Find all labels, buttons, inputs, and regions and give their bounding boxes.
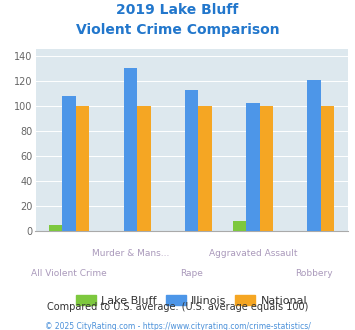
- Bar: [137, 106, 151, 231]
- Text: Murder & Mans...: Murder & Mans...: [92, 249, 169, 258]
- Text: Aggravated Assault: Aggravated Assault: [209, 249, 297, 258]
- Text: Robbery: Robbery: [295, 269, 333, 278]
- Legend: Lake Bluff, Illinois, National: Lake Bluff, Illinois, National: [71, 291, 312, 311]
- Text: 2019 Lake Bluff: 2019 Lake Bluff: [116, 3, 239, 17]
- Text: © 2025 CityRating.com - https://www.cityrating.com/crime-statistics/: © 2025 CityRating.com - https://www.city…: [45, 322, 310, 330]
- Bar: [321, 106, 334, 231]
- Bar: [124, 68, 137, 231]
- Bar: [49, 225, 62, 231]
- Bar: [76, 106, 89, 231]
- Bar: [260, 106, 273, 231]
- Bar: [233, 221, 246, 231]
- Text: Rape: Rape: [180, 269, 203, 278]
- Text: Compared to U.S. average. (U.S. average equals 100): Compared to U.S. average. (U.S. average …: [47, 302, 308, 312]
- Bar: [307, 80, 321, 231]
- Text: All Violent Crime: All Violent Crime: [31, 269, 107, 278]
- Bar: [198, 106, 212, 231]
- Bar: [246, 103, 260, 231]
- Bar: [62, 96, 76, 231]
- Bar: [185, 89, 198, 231]
- Text: Violent Crime Comparison: Violent Crime Comparison: [76, 23, 279, 37]
